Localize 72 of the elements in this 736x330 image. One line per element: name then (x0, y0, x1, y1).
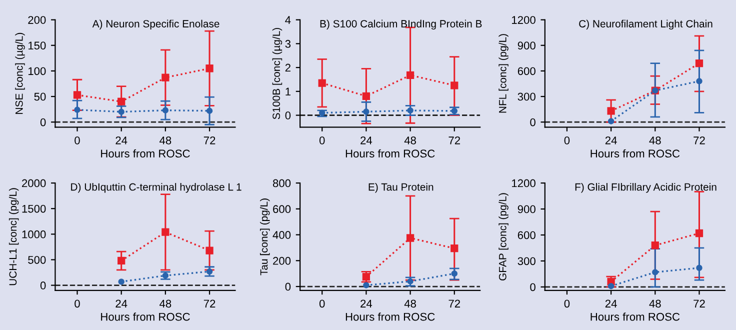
x-tick-label: 0 (74, 300, 80, 308)
x-tick-label: 24 (360, 136, 372, 144)
chart-title: D) UbIquttin C-terminal hydrolase L 1 (71, 183, 242, 193)
x-tick-label: 72 (694, 136, 705, 144)
y-tick-label: 0 (530, 283, 536, 292)
y-tick-label: 800 (272, 179, 291, 188)
y-tick-label: 300 (518, 257, 536, 266)
y-tick-label: 1200 (512, 16, 536, 24)
y-tick-label: 50 (34, 92, 46, 101)
y-tick-label: 200 (28, 16, 46, 24)
y-tick-label: 1200 (512, 179, 536, 188)
y-axis-title: NSE [conc] (µg/L) (15, 32, 25, 114)
x-tick-label: 24 (605, 136, 617, 144)
y-tick-label: 100 (28, 67, 46, 76)
y-tick-label: 400 (272, 231, 291, 239)
y-tick-label: 150 (28, 42, 46, 50)
y-axis-title: NFL [conc] (pg/L) (498, 34, 508, 113)
y-tick-label: 600 (518, 67, 536, 76)
x-tick-label: 72 (448, 300, 460, 308)
x-tick-label: 0 (319, 136, 325, 144)
x-tick-label: 0 (74, 136, 80, 144)
y-tick-label: 1 (286, 88, 290, 96)
x-tick-label: 48 (649, 136, 661, 144)
y-tick-label: 4 (285, 16, 291, 24)
x-tick-label: 48 (404, 136, 416, 144)
chart-title: E) Tau Protein (368, 183, 434, 193)
x-axis-title: Hours from ROSC (101, 149, 190, 158)
y-tick-label: 0 (530, 118, 536, 126)
y-tick-label: 1000 (22, 230, 46, 238)
x-axis-title: Hours from ROSC (590, 312, 680, 321)
x-axis-title: Hours from ROSC (346, 149, 435, 158)
x-tick-label: 48 (160, 136, 172, 144)
x-tick-label: 0 (564, 136, 570, 144)
y-axis-title: UCH-L1 [conc] (pg/L) (8, 188, 19, 286)
y-tick-label: 0 (285, 112, 291, 120)
x-tick-label: 48 (160, 300, 172, 308)
y-tick-label: 500 (28, 256, 46, 264)
y-tick-label: 600 (518, 231, 536, 240)
y-tick-label: 2000 (22, 179, 46, 188)
y-axis-title: Tau [conc] (pg/L) (260, 198, 270, 276)
y-tick-label: 1500 (22, 204, 46, 213)
y-axis-title: GFAP [conc] (pg/L) (498, 193, 508, 280)
x-tick-label: 72 (448, 136, 460, 144)
x-axis-title: Hours from ROSC (101, 312, 190, 321)
x-tick-label: 48 (404, 300, 416, 308)
chart-title: F) Glial FIbrillary Acidic Protein (575, 183, 716, 193)
x-axis-title: Hours from ROSC (590, 149, 680, 158)
y-axis-title: S100B [conc] (µg/L) (272, 28, 282, 120)
x-tick-label: 24 (605, 300, 617, 308)
y-tick-label: 0 (40, 282, 46, 290)
y-tick-label: 2 (285, 64, 290, 72)
y-tick-label: 900 (518, 205, 536, 214)
y-tick-label: 3 (285, 40, 291, 48)
chart-title: A) Neuron Specific Enolase (92, 20, 220, 30)
x-tick-label: 0 (564, 300, 570, 308)
x-tick-label: 24 (360, 300, 372, 308)
chart-title: C) Neurofilament Light Chain (579, 20, 712, 30)
x-tick-label: 72 (204, 136, 216, 144)
y-tick-label: 0 (40, 118, 46, 126)
chart-title: B) S100 Calcium BIndIng Protein B (320, 20, 482, 30)
y-tick-label: 200 (273, 256, 291, 265)
y-tick-label: 0 (285, 282, 291, 291)
x-tick-label: 48 (649, 300, 661, 308)
x-tick-label: 72 (204, 300, 216, 308)
x-axis-title: Hours from ROSC (346, 312, 435, 321)
x-tick-label: 24 (116, 136, 128, 144)
y-tick-label: 600 (273, 205, 291, 214)
x-tick-label: 72 (694, 300, 705, 308)
x-tick-label: 0 (319, 300, 325, 308)
y-tick-label: 900 (518, 42, 536, 50)
y-tick-label: 300 (518, 92, 536, 101)
x-tick-label: 24 (116, 300, 128, 308)
